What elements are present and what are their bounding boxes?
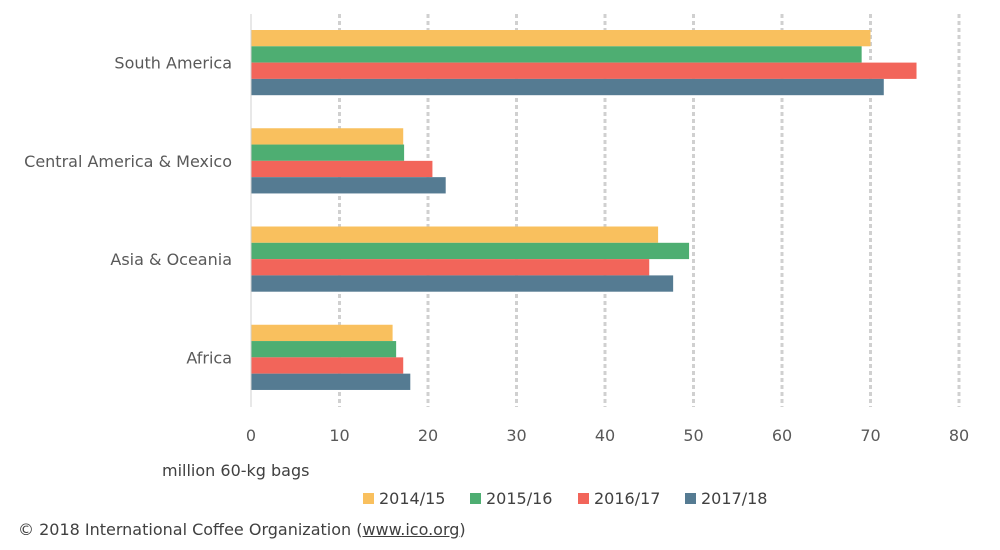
bars: 2014/15 — South America: 702015/16 — Sou… (251, 30, 917, 390)
legend-label-4: 2017/18 (701, 489, 767, 508)
legend-label-3: 2016/17 (594, 489, 660, 508)
x-tick-labels: 0 10 20 30 40 50 60 70 80 (246, 426, 969, 445)
x-tick-label-50: 50 (683, 426, 703, 445)
ico-website-link[interactable]: www.ico.org (362, 520, 460, 539)
bar-4-3: 2016/17 — Africa: 17.2 (251, 357, 404, 374)
legend-label-2: 2015/16 (486, 489, 552, 508)
category-label-4: Africa (186, 348, 232, 367)
bar-1-1: 2014/15 — South America: 70 (251, 30, 871, 47)
copyright-credit: © 2018 International Coffee Organization… (18, 520, 466, 539)
category-label-1: South America (114, 54, 232, 73)
bar-1-3: 2016/17 — South America: 75.2 (251, 62, 917, 79)
bar-4-1: 2014/15 — Africa: 16 (251, 324, 393, 342)
legend-swatch-2 (470, 493, 481, 504)
credit-suffix: ) (459, 520, 466, 539)
bar-3-1: 2014/15 — Asia & Oceania: 46 (251, 226, 659, 243)
x-tick-label-20: 20 (418, 426, 438, 445)
legend-label-1: 2014/15 (379, 489, 445, 508)
bar-3-4: 2017/18 — Asia & Oceania: 47.7 (251, 275, 674, 292)
category-label-3: Asia & Oceania (110, 250, 232, 269)
legend: 2014/15 2015/16 2016/17 2017/18 (363, 489, 767, 508)
x-tick-label-30: 30 (506, 426, 526, 445)
legend-swatch-3 (578, 493, 589, 504)
bar-1-4: 2017/18 — South America: 71.5 (251, 78, 884, 96)
bar-2-3: 2016/17 — Central America & Mexico: 20.5 (251, 160, 433, 178)
x-tick-label-80: 80 (949, 426, 969, 445)
legend-swatch-1 (363, 493, 374, 504)
category-label-2: Central America & Mexico (24, 152, 232, 171)
x-tick-label-10: 10 (329, 426, 349, 445)
category-labels: South America Central America & Mexico Asi… (24, 54, 232, 368)
x-axis-label: million 60-kg bags (162, 461, 309, 480)
bar-4-4: 2017/18 — Africa: 18 (251, 373, 411, 390)
bar-4-2: 2015/16 — Africa: 16.4 (251, 341, 397, 358)
bar-1-2: 2015/16 — South America: 69 (251, 46, 862, 63)
legend-swatch-4 (685, 493, 696, 504)
bar-2-4: 2017/18 — Central America & Mexico: 22 (251, 177, 446, 194)
x-tick-label-40: 40 (595, 426, 615, 445)
bar-2-2: 2015/16 — Central America & Mexico: 17.3 (251, 144, 405, 161)
x-tick-label-70: 70 (860, 426, 880, 445)
x-tick-label-60: 60 (772, 426, 792, 445)
bar-3-2: 2015/16 — Asia & Oceania: 49.5 (251, 242, 690, 260)
bar-2-1: 2014/15 — Central America & Mexico: 17.2 (251, 128, 404, 145)
x-tick-label-0: 0 (246, 426, 256, 445)
bar-3-3: 2016/17 — Asia & Oceania: 45 (251, 259, 650, 276)
credit-prefix: © 2018 International Coffee Organization… (18, 520, 363, 539)
